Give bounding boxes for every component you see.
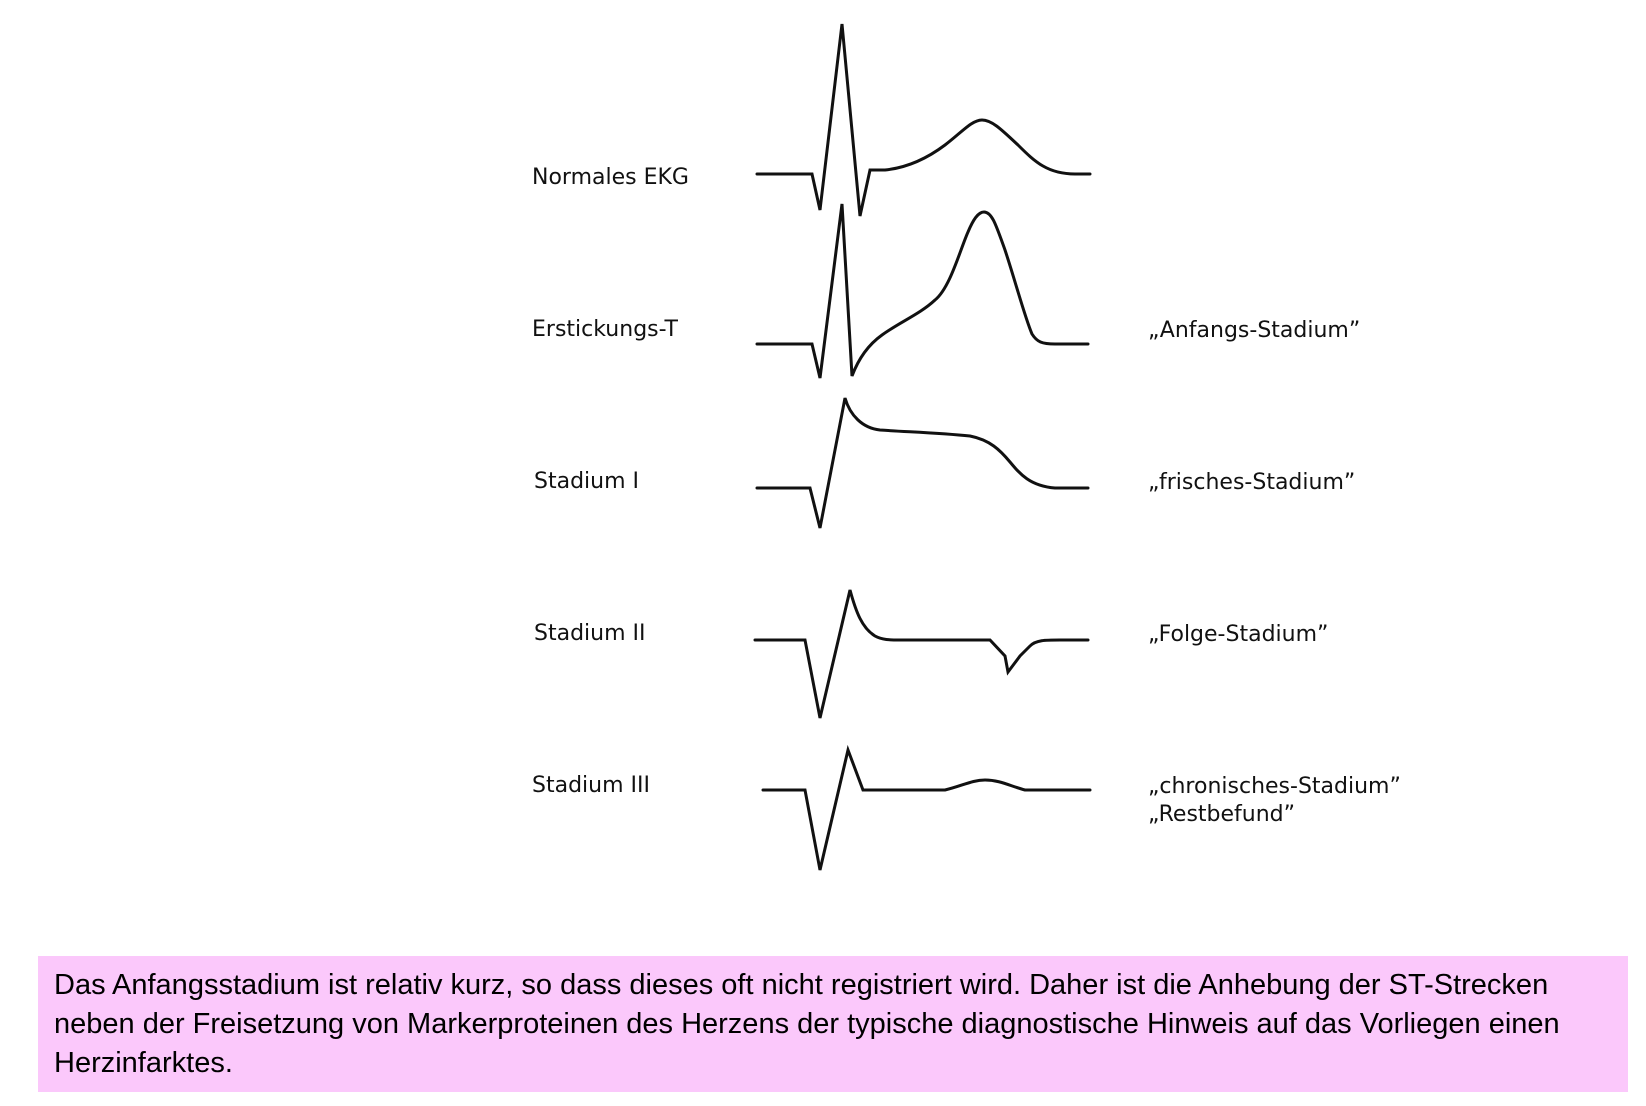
stage-label-restbefund: „Restbefund”	[1148, 802, 1296, 827]
row-label-stadium-1: Stadium I	[534, 469, 640, 494]
stage-label-anfangs: „Anfangs-Stadium”	[1148, 318, 1361, 343]
ecg-figure	[753, 23, 1092, 871]
row-label-normales-ekg: Normales EKG	[532, 165, 689, 190]
row-label-stadium-2: Stadium II	[534, 621, 646, 646]
row-label-erstickungs-t: Erstickungs-T	[532, 317, 678, 342]
stage-label-chronisch: „chronisches-Stadium”	[1148, 774, 1401, 799]
ecg-trace-stadium-2	[753, 589, 1090, 719]
caption-text: Das Anfangsstadium ist relativ kurz, so …	[54, 969, 1560, 1079]
stage-label-frisch: „frisches-Stadium”	[1148, 470, 1356, 495]
ecg-trace-erstickungs-t	[755, 203, 1090, 379]
row-label-stadium-3: Stadium III	[532, 773, 650, 798]
ecg-trace-stadium-1	[755, 397, 1090, 529]
stage-label-folge: „Folge-Stadium”	[1148, 622, 1329, 647]
ecg-trace-normal	[755, 23, 1092, 217]
caption-box: Das Anfangsstadium ist relativ kurz, so …	[38, 956, 1628, 1092]
ecg-trace-stadium-3	[761, 744, 1092, 871]
